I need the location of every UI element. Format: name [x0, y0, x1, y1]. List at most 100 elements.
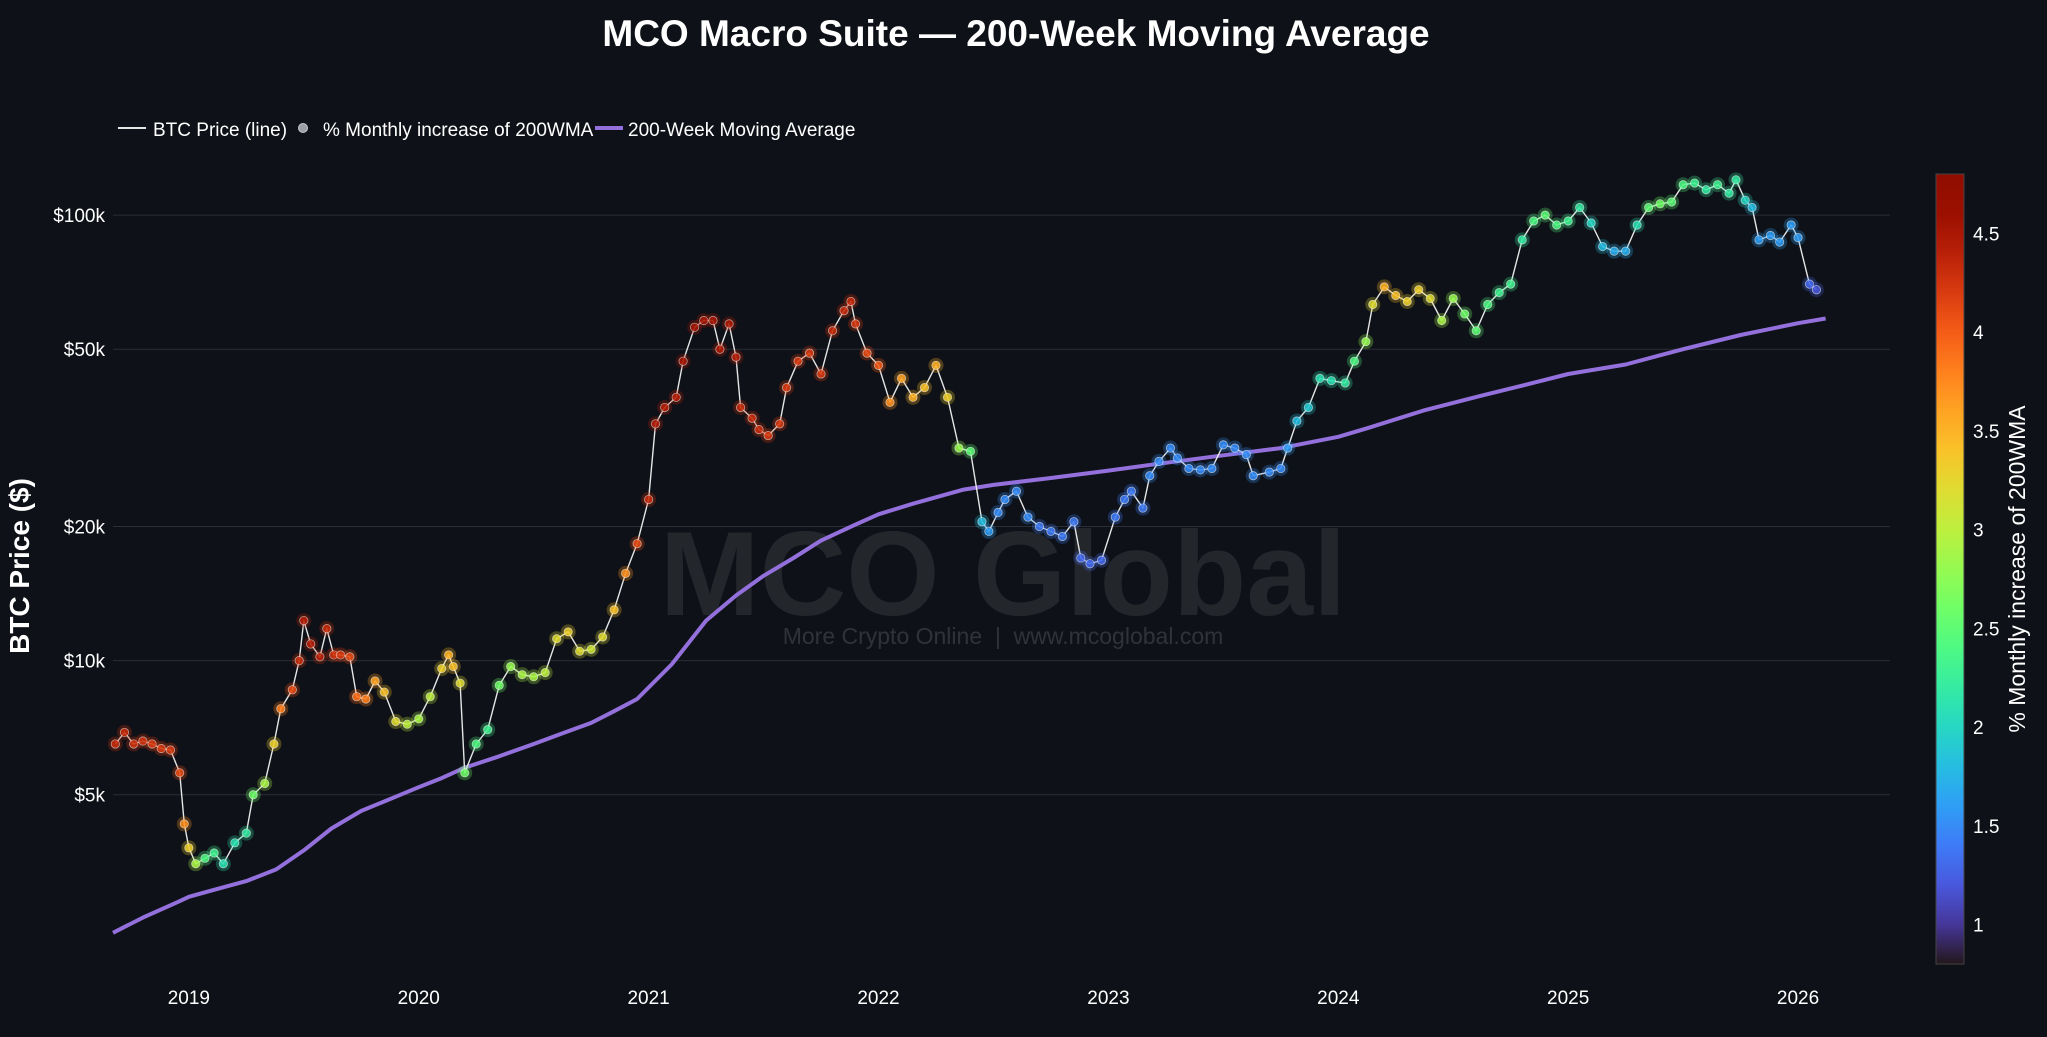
legend-marker-swatch — [298, 123, 308, 133]
price-marker — [1724, 188, 1734, 198]
price-marker — [540, 668, 550, 678]
price-marker — [200, 853, 210, 863]
price-marker — [1034, 521, 1045, 532]
price-marker — [269, 739, 279, 749]
x-tick-label: 2023 — [1087, 988, 1129, 1009]
x-tick-label: 2020 — [398, 988, 440, 1009]
price-marker — [315, 652, 325, 662]
price-marker — [552, 634, 562, 644]
y-tick-label: $10k — [64, 652, 106, 673]
price-marker — [1731, 175, 1741, 185]
price-marker — [1230, 443, 1240, 453]
price-marker — [209, 848, 219, 858]
price-marker — [1483, 299, 1493, 310]
colorbar-tick-label: 4.5 — [1973, 224, 1999, 245]
price-marker — [444, 650, 454, 660]
price-marker — [191, 859, 201, 869]
price-marker — [781, 383, 792, 393]
price-marker — [1754, 235, 1764, 245]
x-tick-label: 2019 — [168, 988, 210, 1009]
price-marker — [908, 392, 918, 402]
price-marker — [147, 739, 157, 749]
price-marker — [1379, 282, 1389, 292]
price-marker — [1076, 553, 1086, 563]
watermark: MCO Global More Crypto Online | www.mcog… — [660, 507, 1347, 649]
price-marker — [699, 315, 709, 326]
price-marker — [965, 446, 976, 456]
price-marker — [708, 315, 718, 326]
price-marker — [804, 348, 815, 358]
price-marker — [984, 526, 994, 537]
price-marker — [1644, 202, 1654, 213]
price-marker — [175, 768, 185, 778]
price-marker — [1775, 237, 1785, 247]
price-marker — [1552, 220, 1562, 230]
price-marker — [1811, 285, 1822, 295]
price-marker — [954, 443, 964, 453]
price-marker — [1448, 293, 1458, 304]
price-marker — [862, 348, 872, 358]
price-marker — [1195, 465, 1205, 475]
price-marker — [1506, 279, 1516, 289]
price-marker — [1057, 531, 1068, 542]
price-marker — [276, 704, 286, 714]
price-marker — [1598, 241, 1608, 252]
price-marker — [460, 768, 470, 778]
price-marker — [1368, 299, 1378, 310]
gridlines — [113, 214, 1890, 796]
price-marker — [260, 778, 270, 789]
price-marker — [1011, 486, 1022, 496]
price-marker — [1218, 440, 1228, 450]
price-marker — [1145, 471, 1155, 481]
price-marker — [1632, 220, 1642, 230]
price-marker — [241, 828, 251, 838]
price-marker — [763, 430, 773, 441]
price-marker — [1207, 463, 1217, 474]
price-marker — [1340, 378, 1350, 388]
price-marker — [678, 356, 688, 366]
price-marker — [1172, 453, 1182, 463]
price-marker — [1586, 218, 1596, 228]
price-marker — [370, 676, 380, 686]
price-marker — [1747, 202, 1757, 213]
colorbar-tick-label: 2 — [1973, 718, 1984, 739]
price-marker — [287, 685, 297, 695]
y-axis-title: BTC Price ($) — [4, 478, 35, 654]
price-marker — [1138, 503, 1148, 513]
price-marker — [1517, 235, 1527, 245]
price-marker — [1241, 450, 1251, 460]
colorbar-ticks: 1 1.5 2 2.5 3 3.5 4 4.5 — [1973, 224, 1999, 936]
price-marker — [1315, 373, 1325, 384]
price-marker — [1575, 202, 1585, 213]
price-marker — [1786, 220, 1796, 230]
price-marker — [885, 397, 895, 407]
price-marker — [598, 632, 608, 642]
price-marker — [724, 319, 734, 329]
price-marker — [644, 494, 654, 505]
price-marker — [306, 639, 316, 649]
colorbar-bar — [1935, 173, 1965, 965]
price-marker — [650, 419, 661, 429]
price-marker — [1563, 216, 1573, 226]
colorbar-tick-label: 3 — [1973, 521, 1984, 542]
price-marker — [1184, 463, 1194, 474]
y-tick-label: $50k — [64, 340, 106, 361]
price-marker — [1154, 456, 1164, 467]
price-marker — [873, 360, 884, 370]
colorbar: 1 1.5 2 2.5 3 3.5 4 4.5 % Monthly increase of 2… — [1935, 173, 2030, 965]
price-marker — [165, 745, 176, 755]
price-marker — [1085, 559, 1095, 569]
price-marker — [1264, 467, 1274, 477]
price-marker — [361, 694, 371, 704]
price-marker — [1621, 246, 1631, 256]
price-marker — [437, 663, 447, 674]
y-axis-tick-labels: $5k $10k $20k $50k $100k — [53, 206, 105, 807]
x-tick-label: 2024 — [1317, 988, 1360, 1009]
price-marker — [1740, 195, 1750, 205]
price-marker — [138, 736, 148, 746]
price-marker — [294, 656, 304, 666]
price-marker — [517, 670, 527, 680]
price-marker — [827, 326, 838, 336]
price-marker — [335, 650, 346, 660]
price-marker — [1023, 512, 1033, 522]
